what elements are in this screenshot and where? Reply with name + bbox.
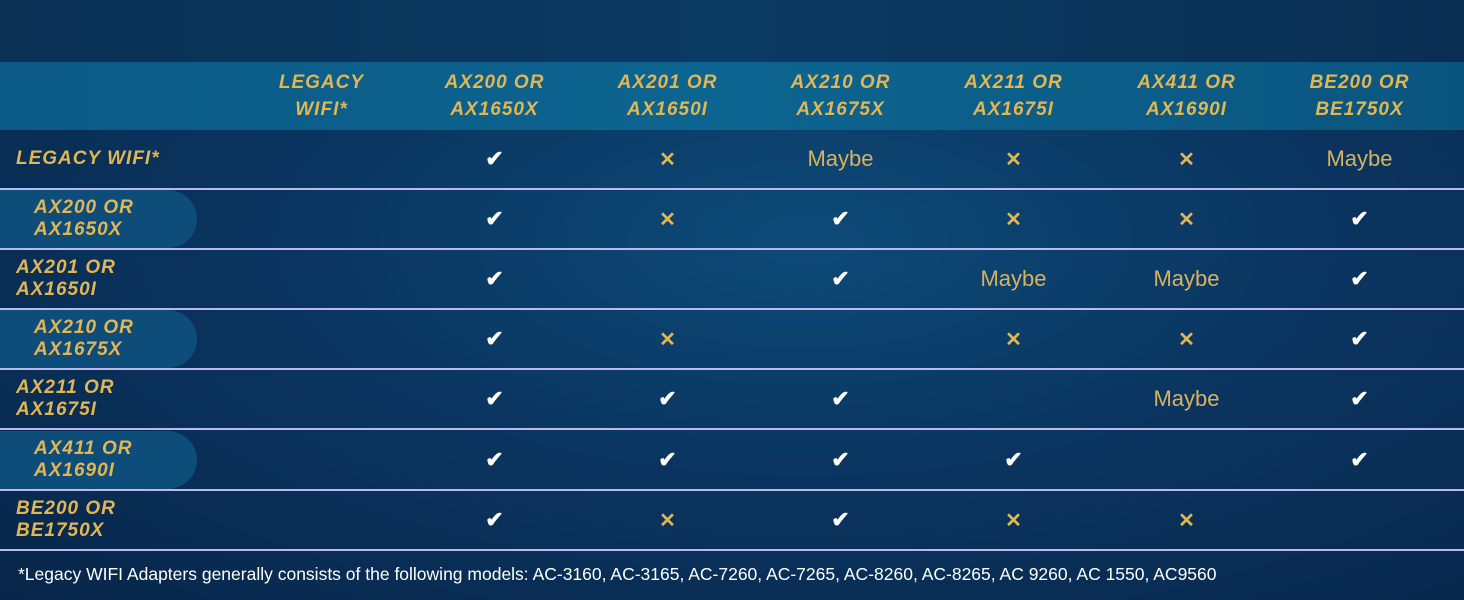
column-header: AX201 OR AX1650I [617,72,718,120]
check-icon: ✔ [831,266,850,291]
check-icon: ✔ [1350,447,1369,472]
row-label: AX201 OR AX1650I [16,257,116,300]
x-icon: ✕ [659,509,676,532]
empty-cell [235,370,408,428]
x-icon: ✕ [1005,328,1022,351]
empty-cell [235,431,408,489]
x-icon: ✕ [1178,208,1195,231]
check-icon: ✔ [831,206,850,231]
check-icon: ✔ [485,386,504,411]
check-icon: ✔ [485,206,504,231]
maybe-cell: Maybe [980,266,1047,291]
row-label: LEGACY WIFI* [16,148,160,169]
x-icon: ✕ [1178,148,1195,171]
check-icon: ✔ [1350,206,1369,231]
row-label: AX411 OR AX1690I [34,438,133,481]
table-row: AX411 OR AX1690I ✔ ✔ ✔ ✔ ✔ [0,431,1464,491]
row-label: AX200 OR AX1650X [34,197,134,240]
empty-cell [235,130,408,188]
row-label-highlight [0,431,197,489]
row-label-highlight [0,310,197,368]
check-icon: ✔ [1004,447,1023,472]
row-label: BE200 OR BE1750X [16,498,116,541]
empty-cell [235,310,408,368]
empty-cell [235,190,408,248]
maybe-cell: Maybe [1153,386,1220,411]
column-header: AX200 OR AX1650X [444,72,545,120]
check-icon: ✔ [485,266,504,291]
footnote: *Legacy WIFI Adapters generally consists… [18,564,1217,584]
column-header: AX211 OR AX1675I [964,72,1063,120]
x-icon: ✕ [659,328,676,351]
empty-cell [1273,491,1446,549]
check-icon: ✔ [485,507,504,532]
row-label: AX211 OR AX1675I [16,377,115,420]
check-icon: ✔ [1350,386,1369,411]
check-icon: ✔ [1350,266,1369,291]
table-row: AX201 OR AX1650I ✔ ✔ Maybe Maybe ✔ [0,250,1464,310]
empty-cell [1100,431,1273,489]
column-header: BE200 OR BE1750X [1309,72,1410,120]
top-band [0,0,1464,62]
table-row: BE200 OR BE1750X ✔ ✕ ✔ ✕ ✕ [0,491,1464,551]
check-icon: ✔ [658,386,677,411]
empty-cell [235,250,408,308]
table-row: AX200 OR AX1650X ✔ ✕ ✔ ✕ ✕ ✔ [0,190,1464,250]
check-icon: ✔ [831,386,850,411]
check-icon: ✔ [831,507,850,532]
maybe-cell: Maybe [1153,266,1220,291]
empty-cell [754,310,927,368]
empty-cell [581,250,754,308]
x-icon: ✕ [1005,148,1022,171]
x-icon: ✕ [659,148,676,171]
check-icon: ✔ [831,447,850,472]
check-icon: ✔ [485,326,504,351]
column-header: AX210 OR AX1675X [790,72,891,120]
x-icon: ✕ [1005,208,1022,231]
maybe-cell: Maybe [807,146,874,171]
x-icon: ✕ [1178,509,1195,532]
column-header: LEGACY WIFI* [278,72,365,120]
column-header: AX411 OR AX1690I [1137,72,1236,120]
check-icon: ✔ [1350,326,1369,351]
table-row: AX211 OR AX1675I ✔ ✔ ✔ Maybe ✔ [0,370,1464,430]
row-label: AX210 OR AX1675X [34,317,134,360]
table-row: AX210 OR AX1675X ✔ ✕ ✕ ✕ ✔ [0,310,1464,370]
check-icon: ✔ [485,146,504,171]
maybe-cell: Maybe [1326,146,1393,171]
empty-cell [235,491,408,549]
check-icon: ✔ [658,447,677,472]
x-icon: ✕ [1178,328,1195,351]
table-header: LEGACY WIFI* AX200 OR AX1650X AX201 OR AX1… [0,62,1464,130]
table-row: LEGACY WIFI* ✔ ✕ Maybe ✕ ✕ Maybe [0,130,1464,190]
empty-cell [927,370,1100,428]
check-icon: ✔ [485,447,504,472]
row-label-highlight [0,190,197,248]
x-icon: ✕ [659,208,676,231]
x-icon: ✕ [1005,509,1022,532]
